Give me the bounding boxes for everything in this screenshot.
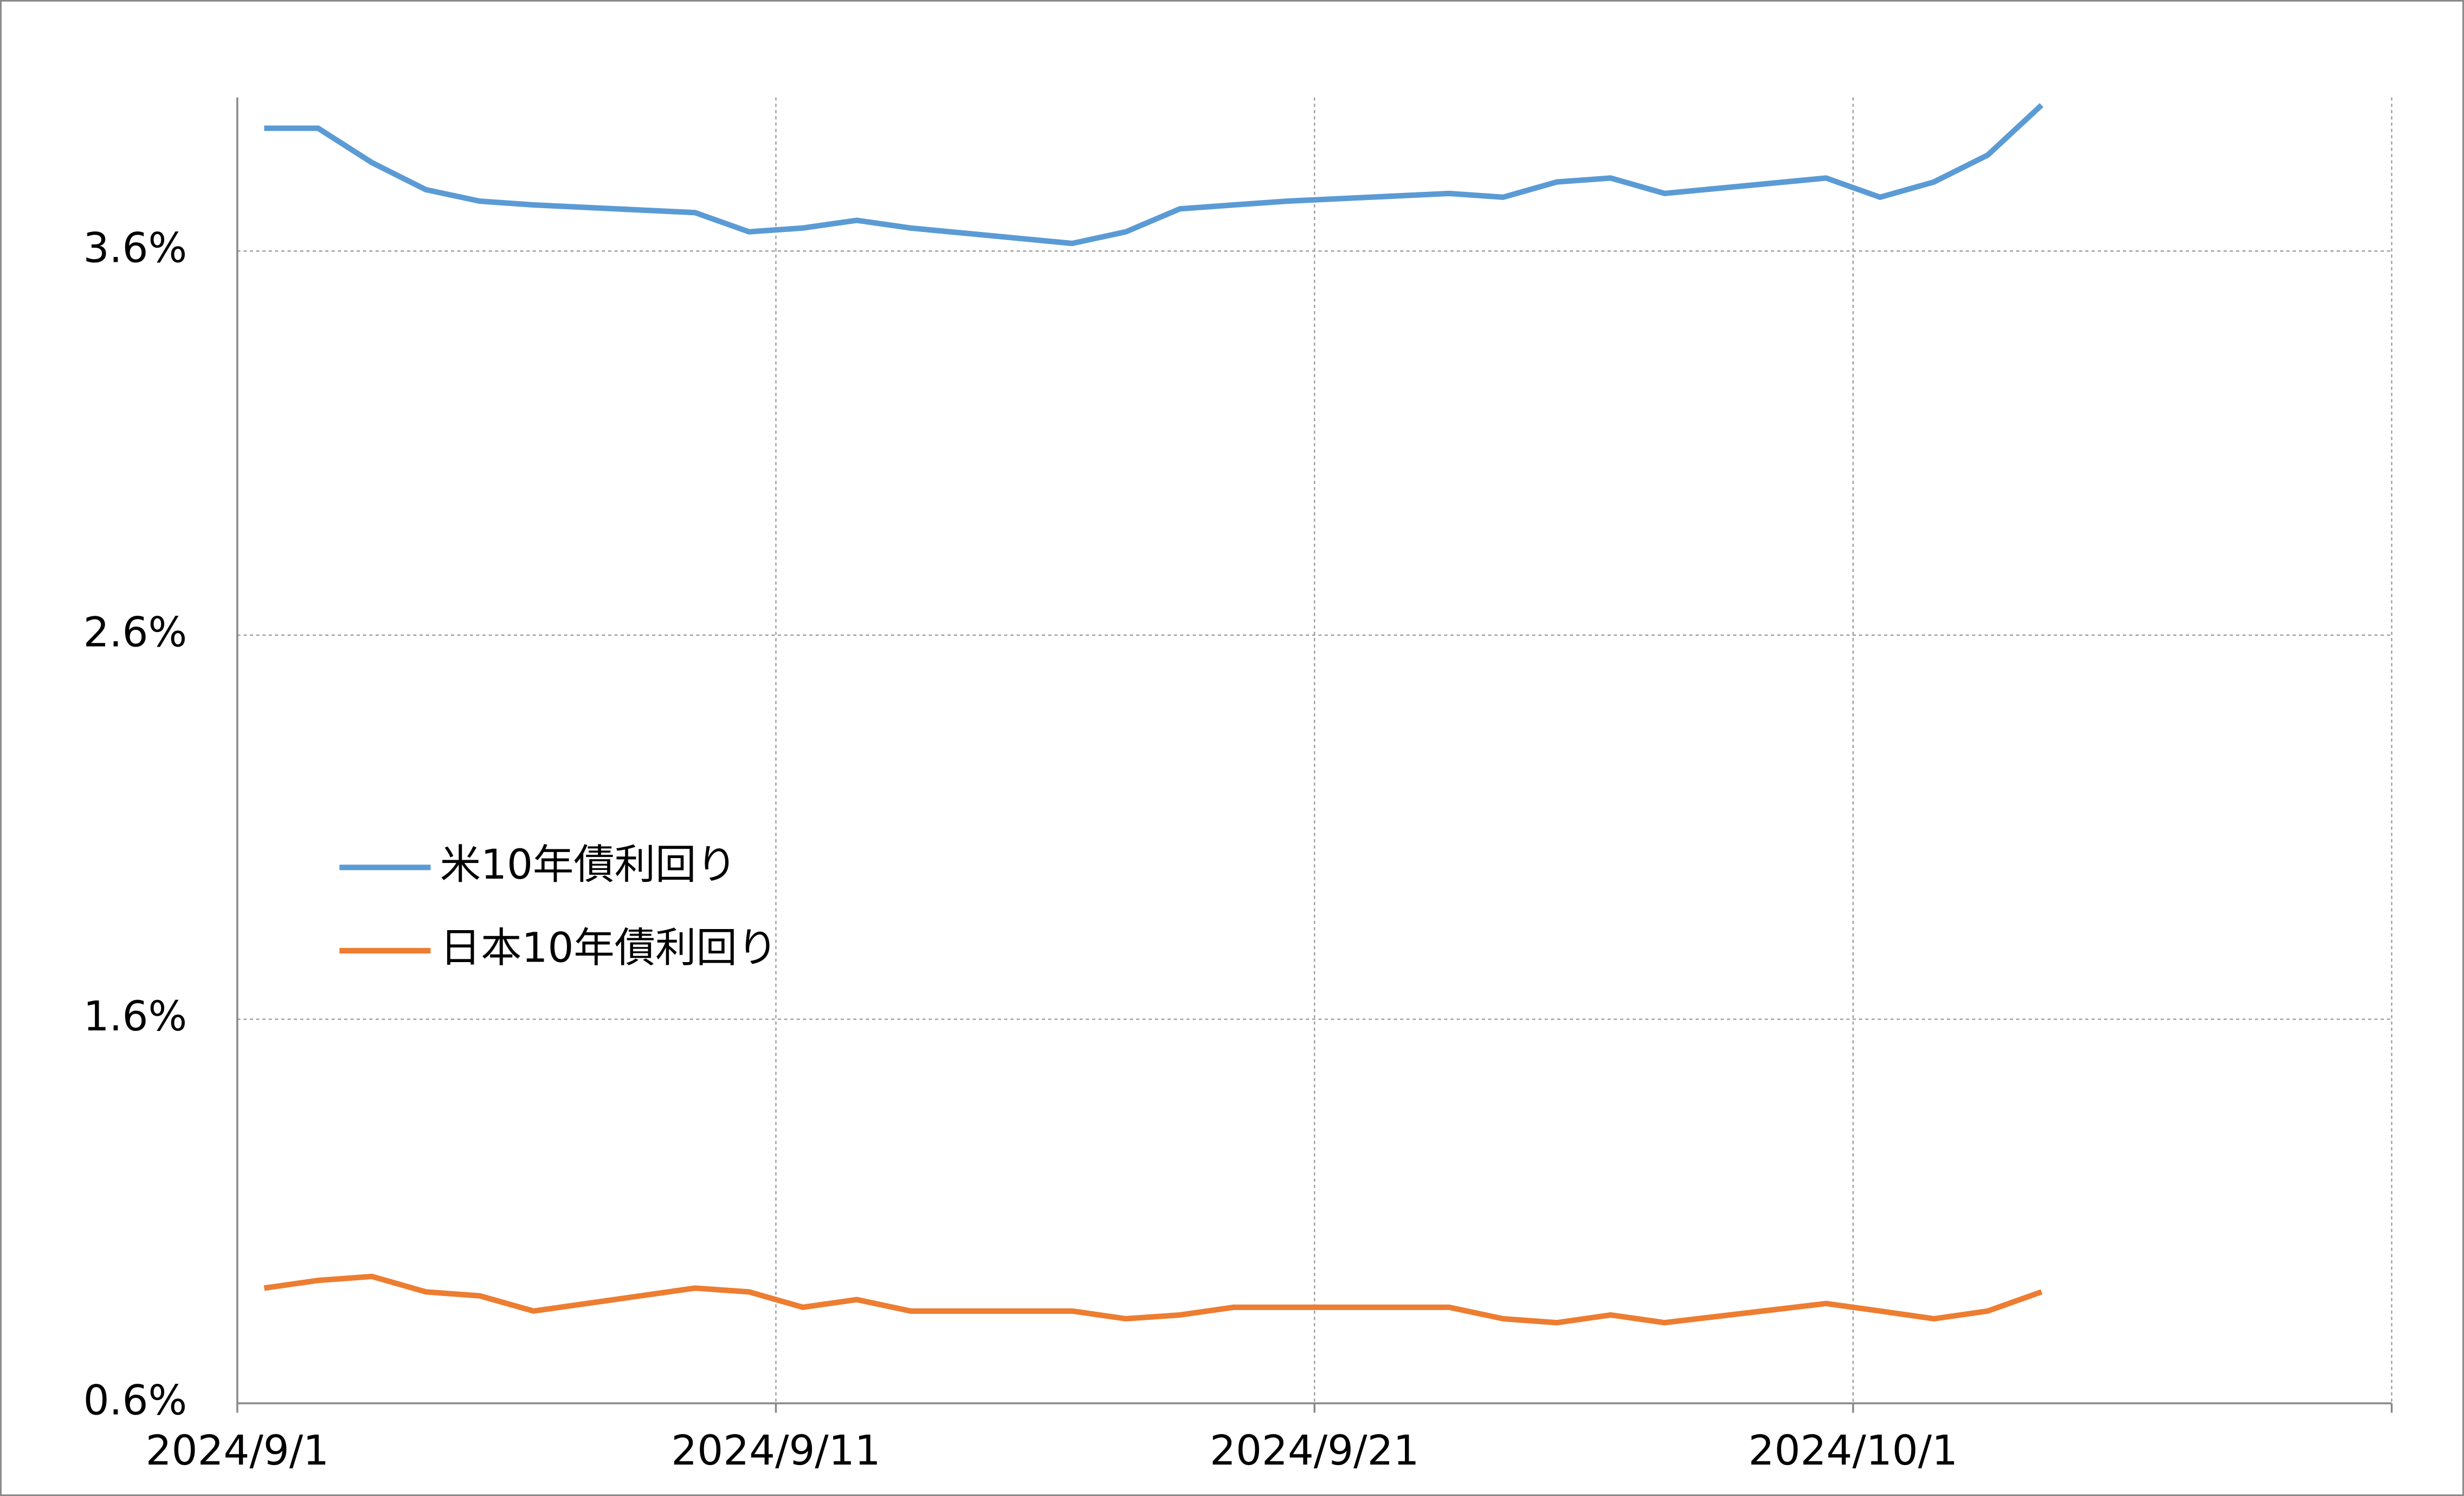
legend-label: 米10年債利回り: [440, 841, 737, 888]
legend-label: 日本10年債利回り: [440, 924, 778, 971]
series-line: [263, 1273, 2043, 1326]
x-tick-label: 2024/10/1: [1749, 1427, 1958, 1474]
y-tick-label: 0.6%: [83, 1376, 187, 1424]
y-tick-label: 3.6%: [83, 224, 187, 272]
x-tick-label: 2024/9/21: [1210, 1427, 1419, 1474]
y-tick-label: 1.6%: [83, 992, 187, 1040]
y-tick-label: 2.6%: [83, 608, 187, 656]
series-line: [264, 103, 2044, 247]
x-tick-label: 2024/9/11: [671, 1427, 880, 1474]
x-tick-label: 2024/9/1: [146, 1427, 329, 1474]
